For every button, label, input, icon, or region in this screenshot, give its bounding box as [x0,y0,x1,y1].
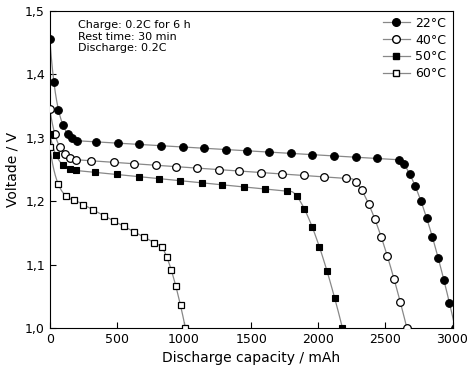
Y-axis label: Voltade / V: Voltade / V [6,132,19,207]
Legend: 22°C, 40°C, 50°C, 60°C: 22°C, 40°C, 50°C, 60°C [383,17,446,80]
Text: Charge: 0.2C for 6 h
Rest time: 30 min
Discharge: 0.2C: Charge: 0.2C for 6 h Rest time: 30 min D… [78,20,191,53]
X-axis label: Discharge capacity / mAh: Discharge capacity / mAh [162,351,340,365]
